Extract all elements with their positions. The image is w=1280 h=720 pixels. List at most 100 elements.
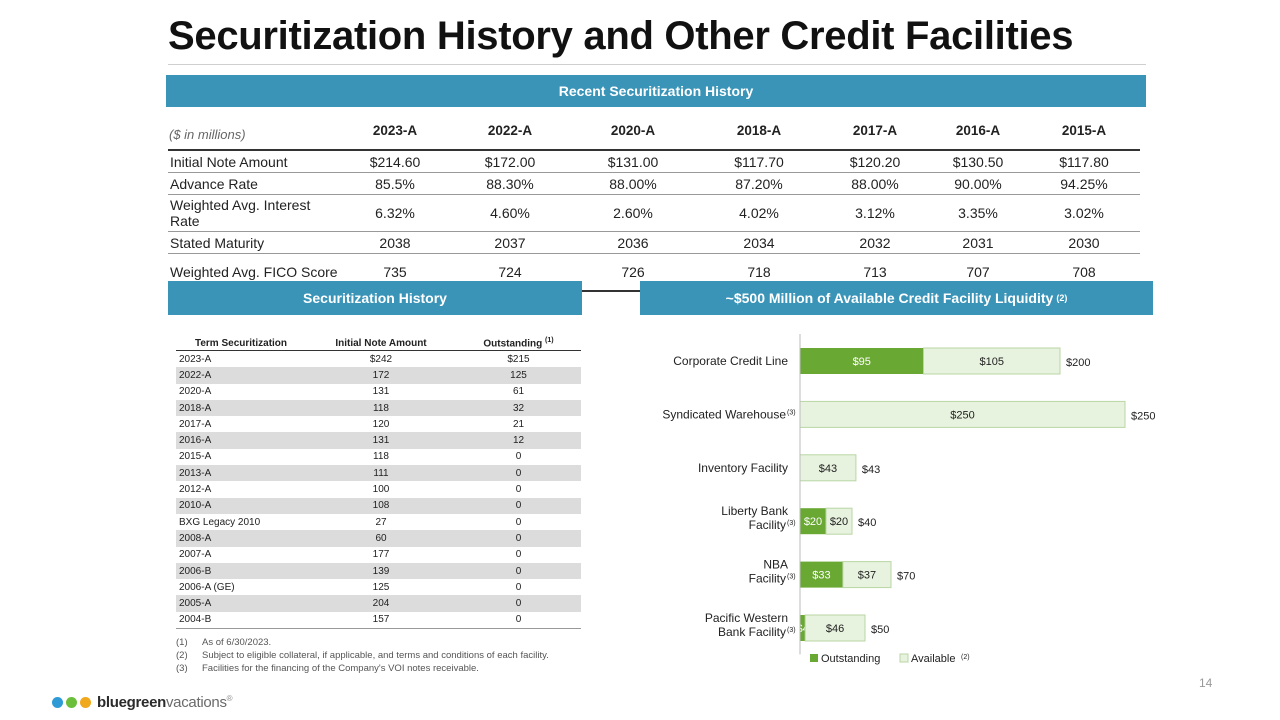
initial-amount-cell: 125 — [372, 581, 390, 593]
available-label: $46 — [826, 623, 844, 635]
recent-history-band-title: Recent Securitization History — [558, 83, 754, 99]
table-row: Weighted Avg. Interest Rate 6.32% 4.60% 2.6… — [168, 194, 1140, 232]
term-cell: 2023-A — [179, 353, 212, 365]
table-row: BXG Legacy 2010 27 0 — [176, 514, 581, 530]
outstanding-header-label: Outstanding — [483, 338, 543, 349]
outstanding-bar — [800, 508, 826, 535]
term-cell: 2012-A — [179, 484, 212, 496]
term-cell: 2008-A — [176, 530, 306, 547]
term-cell: 2022-A — [176, 367, 306, 384]
initial-amount-cell: 157 — [306, 611, 456, 630]
table-cell: 88.30% — [450, 172, 570, 195]
liquidity-band: ~$500 Million of Available Credit Facili… — [640, 281, 1153, 315]
table-cell: 2036 — [570, 231, 696, 254]
outstanding-bar — [800, 348, 924, 374]
term-cell: 2015-A — [179, 451, 212, 463]
table-cell: 90.00% — [928, 172, 1028, 195]
outstanding-cell: 0 — [456, 595, 581, 612]
initial-amount-cell: 100 — [372, 484, 390, 496]
column-header: 2017-A — [822, 112, 928, 151]
table-cell: 4.02% — [696, 194, 822, 232]
outstanding-cell: 61 — [512, 386, 525, 398]
term-header: Term Securitization — [176, 332, 306, 351]
logo-word-1: bluegreen — [97, 694, 166, 711]
table-row: 2005-A 204 0 — [176, 595, 581, 612]
table-cell: 2.60% — [570, 194, 696, 232]
available-label: $37 — [858, 570, 876, 582]
term-cell: BXG Legacy 2010 — [179, 516, 261, 528]
logo-wordmark: bluegreenvacations® — [97, 694, 233, 711]
outstanding-cell: 0 — [515, 581, 522, 593]
footnote-text: As of 6/30/2023. — [202, 637, 272, 648]
outstanding-label: $95 — [853, 356, 871, 368]
category-label: NBA — [763, 558, 788, 572]
liquidity-band-note: (2) — [1056, 293, 1068, 303]
table-cell: 3.12% — [822, 194, 928, 232]
column-header: 2022-A — [450, 112, 570, 151]
table-row: 2022-A 172 125 — [176, 367, 581, 384]
available-bar — [923, 347, 1061, 375]
table-row: 2006-B 139 0 — [176, 562, 581, 580]
table-cell: 94.25% — [1028, 172, 1140, 195]
total-label: $40 — [858, 517, 876, 529]
row-label: Initial Note Amount — [168, 150, 340, 173]
column-header: 2018-A — [696, 112, 822, 151]
initial-amount-cell: 131 — [372, 386, 390, 398]
liquidity-band-title: ~$500 Million of Available Credit Facili… — [725, 290, 1054, 306]
table-cell: $172.00 — [450, 150, 570, 173]
outstanding-label: $33 — [812, 570, 830, 582]
outstanding-cell: 0 — [515, 549, 522, 561]
term-cell: 2004-B — [176, 611, 306, 630]
initial-amount-cell: 120 — [372, 418, 390, 430]
title-divider — [168, 64, 1146, 65]
outstanding-note: (1) — [545, 336, 554, 344]
footnote: (2) Subject to eligible collateral, if ap… — [176, 650, 549, 661]
outstanding-cell: 12 — [456, 432, 581, 449]
available-label: $43 — [819, 463, 837, 475]
initial-amount-cell: 177 — [372, 549, 390, 561]
row-label: Stated Maturity — [168, 231, 340, 254]
unit-label: ($ in millions) — [168, 112, 340, 151]
table-cell: 2031 — [928, 231, 1028, 254]
category-label: Facility — [749, 518, 786, 532]
term-cell: 2005-A — [176, 595, 306, 612]
table-row: 2012-A 100 0 — [176, 481, 581, 497]
table-cell: 6.32% — [340, 194, 450, 232]
outstanding-label: $20 — [804, 516, 822, 528]
available-bar — [804, 614, 866, 642]
table-row: 2004-B 157 0 — [176, 611, 581, 630]
recent-history-band: Recent Securitization History — [166, 75, 1146, 107]
logo-word-2: vacations — [165, 694, 227, 711]
securitization-history-band-title: Securitization History — [303, 290, 447, 306]
page-title: Securitization History and Other Credit … — [168, 14, 1074, 58]
category-note: (3) — [787, 574, 796, 581]
table-cell: $120.20 — [822, 150, 928, 173]
table-row: 2015-A 118 0 — [176, 449, 581, 465]
table-row: Initial Note Amount $214.60 $172.00 $131.00… — [168, 150, 1140, 173]
footnote-text: Subject to eligible collateral, if appli… — [202, 650, 549, 661]
table-cell: 2038 — [340, 231, 450, 254]
table-row: 2017-A 120 21 — [176, 416, 581, 432]
category-label: Pacific Western — [705, 611, 788, 625]
table-row: 2008-A 60 0 — [176, 530, 581, 547]
initial-amount-cell: 60 — [306, 530, 456, 547]
terms-header-row: Term Securitization Initial Note Amount … — [176, 332, 581, 351]
initial-amount-cell: 111 — [306, 465, 456, 482]
initial-amount-cell: 108 — [306, 497, 456, 514]
company-logo: bluegreenvacations® — [52, 694, 233, 711]
liquidity-chart: Corporate Credit Line $95 $105 $200 Syndicat… — [662, 334, 1155, 665]
table-cell: 2037 — [450, 231, 570, 254]
table-cell: $131.00 — [570, 150, 696, 173]
table-cell: 88.00% — [570, 172, 696, 195]
table-cell: 2030 — [1028, 231, 1140, 254]
footnote-text: Facilities for the financing of the Comp… — [202, 663, 479, 674]
outstanding-cell: 32 — [456, 399, 581, 417]
outstanding-cell: 0 — [456, 497, 581, 514]
legend-available-note: (2) — [961, 654, 970, 661]
outstanding-header: Outstanding (1) — [456, 332, 581, 351]
logo-dot-blue — [52, 697, 63, 708]
category-note: (3) — [787, 520, 796, 527]
legend-outstanding-swatch — [810, 654, 818, 662]
initial-amount-cell: 118 — [306, 399, 456, 417]
category-label: Corporate Credit Line — [673, 354, 788, 368]
